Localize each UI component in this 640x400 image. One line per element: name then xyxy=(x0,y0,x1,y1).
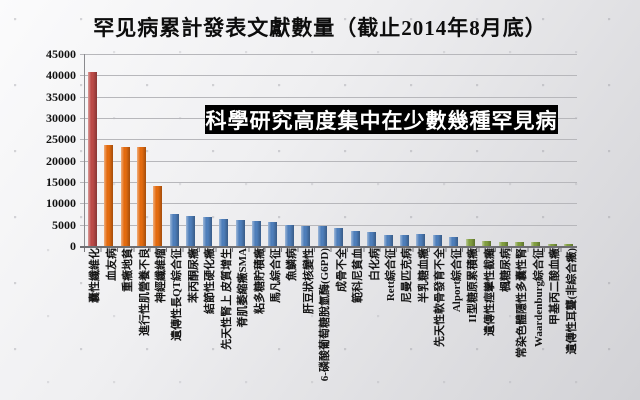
x-axis-category-label: 魚鱗病 xyxy=(286,248,299,281)
x-axis-category-label: 楓糖尿病 xyxy=(500,248,513,292)
gridline xyxy=(80,54,577,55)
y-axis-tick-label: 45000 xyxy=(46,47,76,61)
x-axis-category-label: 肝豆狀核變性 xyxy=(302,248,315,314)
x-axis-category-label: 馬凡綜合征 xyxy=(269,248,282,303)
x-axis-tick-marks xyxy=(84,248,577,252)
x-axis-category-label: 神經纖維瘤 xyxy=(154,248,167,303)
bar xyxy=(202,216,212,247)
bar xyxy=(531,242,541,246)
bar xyxy=(317,225,327,247)
x-axis-category-label: 結節性硬化癥 xyxy=(204,248,217,314)
y-axis-tick-label: 40000 xyxy=(46,68,76,83)
x-axis-category-label: Alport綜合征 xyxy=(450,248,463,313)
x-axis-category-label: 甲基丙二酸血癥 xyxy=(549,248,562,325)
bar xyxy=(383,234,393,247)
x-axis-category-label: 囊性纖維化 xyxy=(89,248,102,303)
x-axis-category-label: 尼曼匹克病 xyxy=(401,248,414,303)
bar xyxy=(235,220,245,246)
gridline xyxy=(80,139,577,141)
y-axis-tick-label: 35000 xyxy=(46,89,76,104)
gridline xyxy=(80,75,577,77)
y-axis-tick-label: 0 xyxy=(70,239,76,253)
annotation-banner: 科學研究高度集中在少數幾種罕見病 xyxy=(205,105,558,134)
bar xyxy=(399,234,409,247)
x-axis-category-label: 成骨不全 xyxy=(335,248,348,292)
bar xyxy=(482,241,492,246)
y-axis-tick-label: 25000 xyxy=(46,132,76,147)
bar xyxy=(252,220,262,247)
x-axis-category-label: 粘多糖貯積癥 xyxy=(253,248,266,314)
x-axis-category-label: 白化病 xyxy=(368,248,381,281)
y-axis-tick-label: 5000 xyxy=(52,217,76,232)
bar xyxy=(284,225,294,246)
bar xyxy=(120,147,130,246)
x-axis-category-label: 重癥地貧 xyxy=(122,248,135,292)
bar xyxy=(465,239,475,246)
bar xyxy=(367,232,377,246)
bar xyxy=(268,221,278,247)
gridline xyxy=(80,203,577,205)
bar xyxy=(564,244,574,246)
chart-title: 罕见病累計發表文獻數量（截止2014年8月底） xyxy=(93,16,547,40)
bar xyxy=(432,234,442,247)
bar xyxy=(334,227,344,247)
bar xyxy=(219,219,229,246)
y-axis-tick-label: 15000 xyxy=(46,175,76,189)
gridline xyxy=(80,96,577,98)
x-axis-category-label: 半乳糖血癥 xyxy=(417,248,430,303)
bar xyxy=(153,186,163,246)
x-axis-category-label: 進行性肌營養不良 xyxy=(138,248,151,336)
bar xyxy=(87,72,97,246)
x-axis-category-label: 範科尼貧血 xyxy=(352,248,365,303)
x-axis-category-label: II型糖原累積癥 xyxy=(467,248,480,323)
gridline xyxy=(80,182,577,183)
y-axis-tick-label: 10000 xyxy=(46,196,76,211)
bar xyxy=(498,241,508,247)
y-axis-tick-label: 30000 xyxy=(46,111,76,125)
x-axis-category-label: 遺傳性痙攣性截癱 xyxy=(483,248,496,336)
y-axis-tick-label: 20000 xyxy=(46,153,76,168)
bar xyxy=(449,236,459,247)
bar xyxy=(301,225,311,247)
bar xyxy=(514,241,524,247)
x-axis-category-label: 先天性軟骨發育不全 xyxy=(434,248,447,347)
x-axis-category-label: 6-磷酸葡萄糖脫氫酶(G6PD) xyxy=(319,248,332,382)
x-axis-category-label: 血友病 xyxy=(105,248,118,281)
bar xyxy=(416,234,426,246)
gridline xyxy=(80,224,577,226)
x-axis-category-label: Waardenburg綜合征 xyxy=(532,248,545,348)
bar xyxy=(169,214,179,246)
x-axis-category-label: 苯丙酮尿癥 xyxy=(187,248,200,303)
x-axis-category-label: 常染色體隱性多囊性腎 xyxy=(516,248,529,358)
x-axis-category-label: 先天性腎上 皮質增生 xyxy=(220,248,233,350)
bar xyxy=(547,243,557,247)
bar xyxy=(104,145,114,246)
gridline xyxy=(80,160,577,162)
bar xyxy=(186,215,196,247)
x-axis-category-label: 遺傳性長QT綜合征 xyxy=(171,248,184,341)
x-axis-category-label: 遺傳性耳聾(非綜合癥) xyxy=(565,248,578,355)
y-axis-line xyxy=(84,54,85,247)
x-axis-line xyxy=(80,246,577,248)
bar xyxy=(350,231,360,246)
x-axis-category-label: Rett綜合征 xyxy=(385,248,398,302)
x-axis-category-label: 脊肌萎縮癥SMA xyxy=(237,248,250,328)
bar xyxy=(137,147,147,246)
